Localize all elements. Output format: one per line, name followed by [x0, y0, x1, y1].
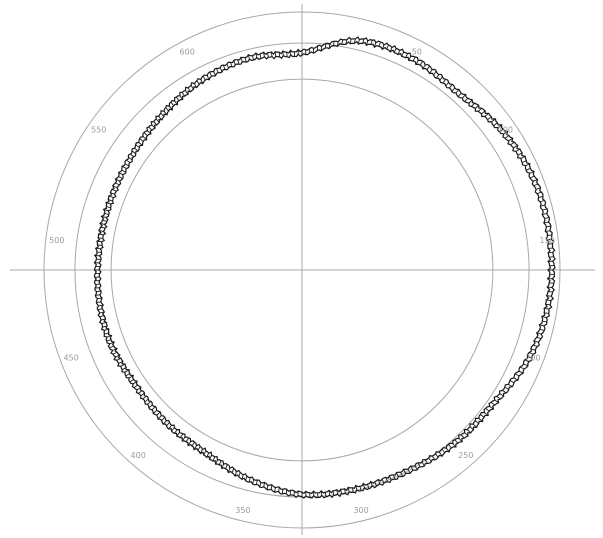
series-line-outer-edge [93, 36, 556, 499]
angular-tick-label: 550 [91, 126, 106, 135]
angular-tick-label: 600 [180, 47, 195, 56]
angular-tick-label: 450 [63, 354, 78, 363]
angular-tick-label: 150 [540, 236, 555, 245]
series-hatch-marks [94, 38, 555, 498]
reference-circle-1 [110, 78, 494, 462]
angular-tick-label: 500 [49, 236, 64, 245]
series-line-inner-edge [98, 40, 552, 495]
tick-labels: 50 100 150 200 250 300 350 400 450 500 550 600 [49, 47, 555, 515]
angular-tick-label: 350 [235, 506, 250, 515]
angular-tick-label: 50 [412, 47, 422, 56]
angular-tick-label: 250 [458, 451, 473, 460]
angular-tick-label: 100 [498, 126, 513, 135]
angular-tick-label: 200 [525, 354, 540, 363]
angular-tick-label: 300 [353, 506, 368, 515]
series-layer [93, 36, 556, 499]
polar-grid [10, 4, 595, 535]
angular-tick-label: 400 [131, 451, 146, 460]
reference-circle-3 [43, 11, 561, 529]
